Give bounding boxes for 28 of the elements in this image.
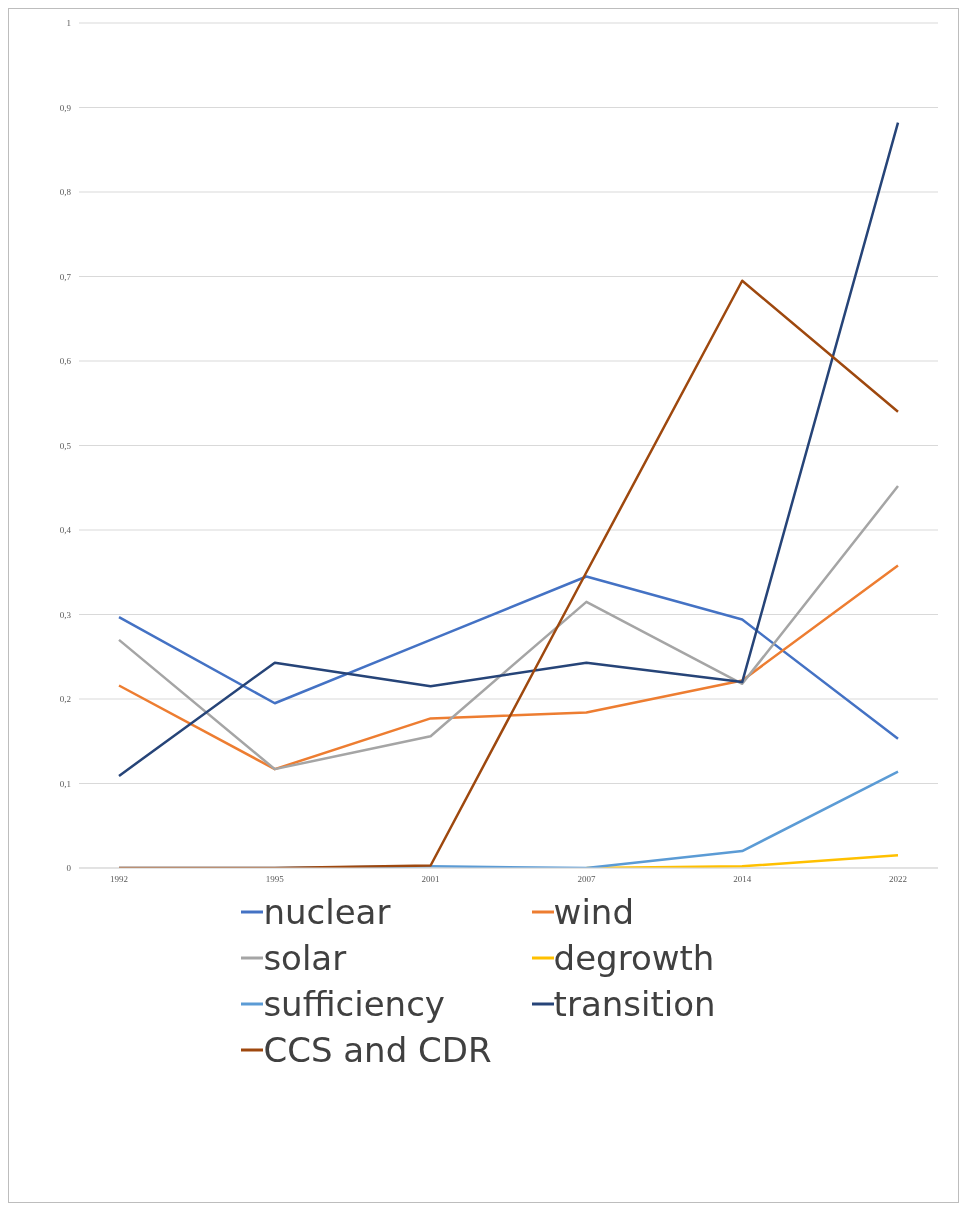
y-tick-label: 0,4 — [59, 525, 72, 536]
x-tick-label: 2007 — [577, 874, 596, 885]
legend-label: sufficiency — [263, 984, 445, 1024]
line-series — [117, 564, 900, 771]
y-tick-label: 0,7 — [59, 271, 72, 282]
x-tick-label: 1992 — [110, 874, 128, 885]
y-tick-label: 0,8 — [59, 187, 72, 198]
legend-label: CCS and CDR — [263, 1030, 492, 1070]
y-tick-label: 0,3 — [59, 609, 72, 620]
y-tick-label: 0,9 — [59, 102, 72, 113]
y-tick-label: 0,1 — [59, 778, 71, 789]
y-tick-label: 0 — [66, 863, 72, 874]
legend-label: degrowth — [553, 938, 715, 978]
line-series — [117, 575, 900, 740]
y-tick-label: 1 — [66, 18, 71, 29]
line-series — [117, 484, 900, 771]
legend-label: wind — [553, 892, 634, 932]
x-tick-label: 1995 — [265, 874, 285, 885]
y-tick-label: 0,5 — [59, 440, 72, 451]
x-tick-label: 2022 — [889, 874, 907, 885]
legend-label: nuclear — [263, 892, 391, 932]
legend-label: solar — [263, 938, 347, 978]
x-tick-label: 2001 — [421, 874, 440, 885]
y-tick-label: 0,2 — [59, 694, 71, 705]
line-series — [117, 121, 900, 778]
legend-label: transition — [553, 984, 716, 1024]
x-tick-label: 2014 — [733, 874, 752, 885]
y-tick-label: 0,6 — [59, 356, 72, 367]
